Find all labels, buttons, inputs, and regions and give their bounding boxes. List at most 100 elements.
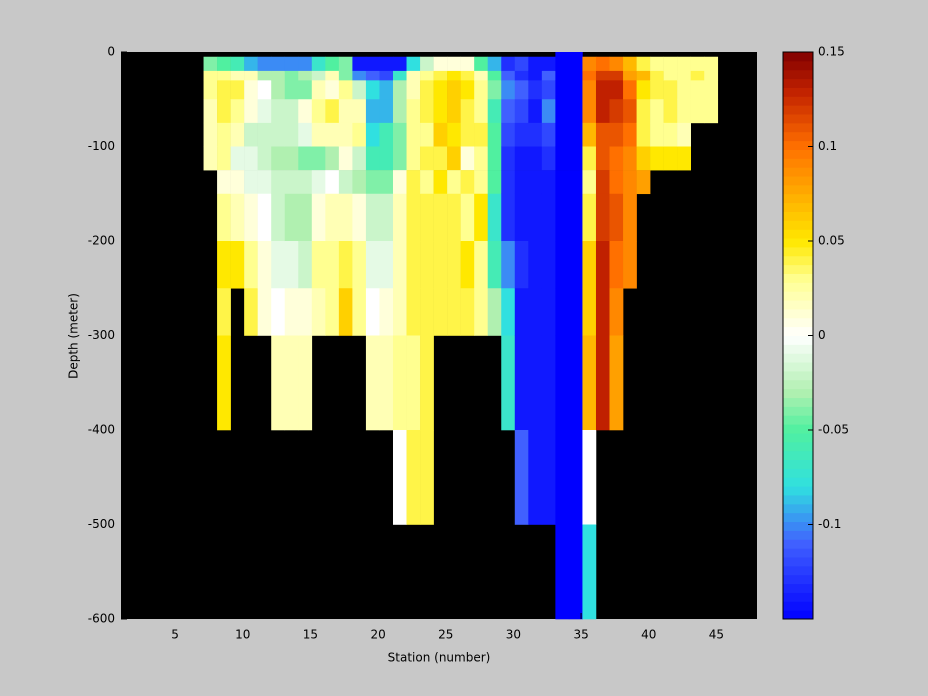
heat-cell [406, 335, 421, 431]
heat-cell [433, 170, 448, 195]
heat-cell [217, 56, 231, 72]
heat-cell [501, 122, 516, 147]
heat-cell [487, 56, 502, 72]
heat-cell [352, 122, 367, 147]
heat-cell [568, 288, 583, 336]
heat-cell [555, 146, 570, 171]
heat-cell [406, 288, 421, 336]
heat-cell [284, 335, 299, 431]
heat-cell [663, 99, 678, 124]
heat-cell [217, 193, 231, 242]
heat-cell [298, 146, 313, 171]
colorbar-step [783, 486, 813, 496]
colorbar-tick-label: -0.1 [818, 517, 841, 531]
heat-cell [325, 80, 340, 100]
heat-cell [392, 146, 407, 171]
heat-cell [379, 241, 394, 289]
y-tick-label: -200 [88, 234, 115, 248]
heat-cell [352, 241, 367, 289]
heat-cell [433, 70, 448, 81]
heat-cell [623, 241, 637, 289]
colorbar-step [783, 105, 813, 115]
heat-cell [474, 193, 489, 242]
heat-cell [568, 56, 583, 72]
heat-cell [677, 122, 691, 147]
heat-cell [555, 524, 570, 620]
colorbar-step [783, 326, 813, 336]
heat-cell [501, 80, 516, 100]
heat-cell [487, 99, 502, 124]
heat-cell [568, 170, 583, 195]
colorbar-step [783, 282, 813, 292]
heat-cell [460, 170, 475, 195]
colorbar-step [783, 122, 813, 133]
y-tick-label: -500 [88, 517, 115, 531]
colorbar-step [783, 114, 813, 124]
heat-cell [541, 80, 556, 100]
heat-cell [392, 70, 407, 81]
heat-cell [379, 288, 394, 336]
heat-cell [271, 170, 286, 195]
heat-cell [217, 80, 231, 100]
heat-cell [555, 70, 570, 81]
heat-cell [704, 56, 719, 72]
heat-cell [433, 56, 448, 72]
heat-cell [257, 80, 272, 100]
colorbar-step [783, 565, 813, 576]
colorbar-step [783, 397, 813, 407]
colorbar-step [783, 78, 813, 88]
x-tick-label: 15 [303, 628, 318, 642]
heat-cell [650, 80, 664, 100]
heat-cell [311, 146, 326, 171]
heat-cell [582, 430, 597, 525]
heat-cell [433, 193, 448, 242]
heat-cell [406, 146, 421, 171]
heat-cell [217, 241, 231, 289]
heat-cell [501, 170, 516, 195]
y-tick-label: -600 [88, 612, 115, 626]
heat-cell [392, 56, 407, 72]
heat-cell [230, 146, 245, 171]
heat-cell [568, 335, 583, 431]
heat-cell [582, 70, 597, 81]
heat-cell [501, 146, 516, 171]
heat-cell [230, 56, 245, 72]
colorbar-step [783, 512, 813, 523]
heat-cell [514, 122, 529, 147]
heat-cell [217, 122, 231, 147]
heat-cell [541, 146, 556, 171]
colorbar-step [783, 317, 813, 328]
colorbar-step [783, 87, 813, 97]
heat-cell [487, 193, 502, 242]
heat-cell [447, 193, 461, 242]
heat-cell [244, 288, 258, 336]
y-tick-label: -100 [88, 139, 115, 153]
colorbar-step [783, 220, 813, 230]
heat-cell [392, 170, 407, 195]
heat-cell [528, 99, 543, 124]
heat-cell [623, 56, 637, 72]
heat-cell [582, 56, 597, 72]
heat-cell [217, 70, 231, 81]
heat-cell [298, 99, 313, 124]
colorbar-step [783, 610, 813, 620]
heat-cell [501, 288, 516, 336]
heat-cell [257, 122, 272, 147]
heat-cell [352, 80, 367, 100]
heat-cell [379, 56, 394, 72]
heat-cell [487, 80, 502, 100]
heat-cell [271, 193, 286, 242]
colorbar-step [783, 441, 813, 452]
colorbar-step [783, 202, 813, 212]
heat-cell [663, 56, 678, 72]
heat-cell [555, 193, 570, 242]
heat-cell [365, 56, 380, 72]
heat-cell [365, 288, 380, 336]
heat-cell [420, 335, 434, 431]
heat-cell [487, 146, 502, 171]
colorbar-tick-label: -0.05 [818, 423, 849, 437]
heat-cell [568, 52, 583, 58]
heat-cell [528, 241, 543, 289]
heat-cell [555, 56, 570, 72]
